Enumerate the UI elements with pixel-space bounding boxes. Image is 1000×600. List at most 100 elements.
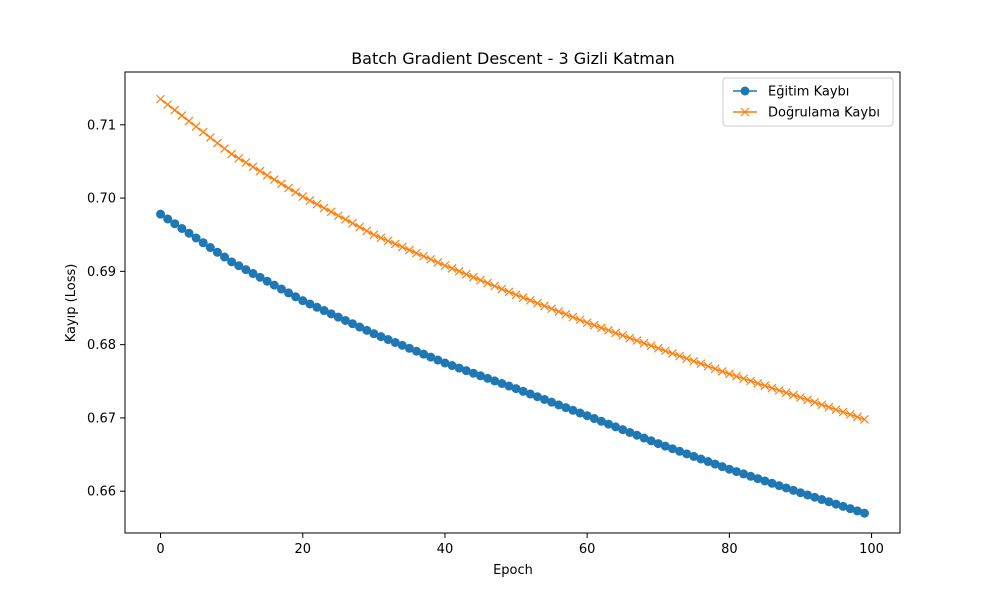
data-point — [611, 328, 621, 338]
data-point — [461, 269, 471, 279]
data-point — [525, 295, 535, 305]
data-point — [731, 467, 741, 477]
data-point — [532, 392, 542, 402]
data-point — [838, 501, 848, 511]
data-point — [746, 376, 756, 386]
x-tick-label: 0 — [156, 542, 164, 557]
data-point — [504, 381, 514, 391]
data-point — [732, 371, 741, 381]
data-point — [454, 266, 464, 276]
data-point — [767, 478, 777, 488]
data-point — [540, 301, 549, 311]
data-point — [753, 474, 763, 484]
data-point — [575, 408, 585, 418]
data-point — [340, 215, 350, 224]
data-point — [653, 439, 663, 449]
data-point — [788, 390, 798, 400]
data-point — [810, 397, 820, 407]
data-point — [675, 446, 685, 456]
data-point — [412, 248, 421, 258]
data-point — [483, 373, 493, 383]
data-point — [191, 233, 201, 243]
y-axis: 0.66 0.67 0.68 0.69 0.70 0.71 — [87, 118, 125, 500]
data-point — [390, 337, 400, 347]
data-point — [639, 433, 649, 443]
data-point — [468, 272, 478, 282]
data-point — [369, 230, 379, 240]
data-point — [333, 211, 343, 221]
data-point — [547, 304, 557, 314]
data-point — [390, 239, 400, 249]
data-point — [575, 315, 585, 325]
data-point — [376, 233, 386, 243]
data-point — [554, 400, 564, 410]
x-tick-label: 80 — [721, 542, 738, 557]
data-point — [675, 351, 685, 361]
data-point — [753, 378, 763, 388]
data-point — [284, 288, 294, 298]
data-point — [561, 309, 571, 319]
data-point — [319, 203, 329, 213]
data-point — [518, 386, 528, 396]
data-point — [724, 464, 734, 474]
data-point — [568, 405, 578, 415]
data-point — [774, 481, 784, 491]
data-point — [653, 343, 663, 353]
data-point — [561, 403, 571, 413]
legend-marker-val — [740, 107, 750, 117]
data-point — [490, 281, 500, 291]
data-point — [397, 340, 407, 350]
data-point — [667, 444, 677, 454]
data-point — [355, 322, 365, 332]
data-point — [163, 214, 173, 224]
data-point — [468, 368, 478, 378]
data-point — [170, 105, 180, 115]
data-point — [845, 504, 855, 514]
data-point — [262, 276, 272, 286]
data-point — [774, 385, 784, 395]
data-point — [760, 381, 770, 391]
data-point — [312, 199, 322, 209]
data-point — [269, 280, 279, 290]
data-point — [269, 175, 279, 185]
data-point — [810, 492, 820, 502]
plot-area — [156, 94, 869, 518]
data-point — [276, 179, 286, 189]
data-point — [547, 397, 557, 407]
data-point — [454, 363, 464, 373]
data-point — [262, 170, 272, 180]
data-point — [511, 384, 521, 394]
legend-label-val: Doğrulama Kaybı — [768, 106, 880, 121]
data-point — [248, 268, 258, 278]
legend: Eğitim Kaybı Doğrulama Kaybı — [722, 77, 894, 127]
y-tick-label: 0.71 — [87, 118, 116, 133]
data-point — [554, 307, 564, 316]
data-point — [646, 341, 656, 351]
data-point — [234, 153, 244, 163]
data-point — [795, 488, 805, 498]
data-point — [490, 376, 500, 386]
data-point — [404, 245, 414, 255]
data-point — [440, 261, 450, 270]
x-tick-label: 60 — [579, 542, 596, 557]
y-tick-label: 0.70 — [87, 192, 116, 207]
data-point — [220, 144, 229, 154]
data-point — [838, 407, 848, 417]
chart-title: Batch Gradient Descent - 3 Gizli Katman — [351, 49, 675, 68]
data-point — [433, 257, 443, 267]
data-point — [497, 284, 507, 294]
data-point — [639, 338, 649, 348]
data-point — [860, 414, 869, 424]
data-point — [234, 261, 244, 271]
data-point — [618, 425, 628, 435]
data-point — [532, 298, 542, 308]
data-point — [739, 374, 749, 384]
data-point — [383, 335, 393, 345]
x-axis: 0 20 40 60 80 100 — [156, 533, 884, 557]
data-point — [440, 358, 450, 368]
data-point — [156, 94, 165, 104]
data-point — [539, 394, 549, 404]
data-point — [205, 133, 215, 143]
data-point — [796, 392, 805, 402]
data-point — [852, 412, 862, 422]
